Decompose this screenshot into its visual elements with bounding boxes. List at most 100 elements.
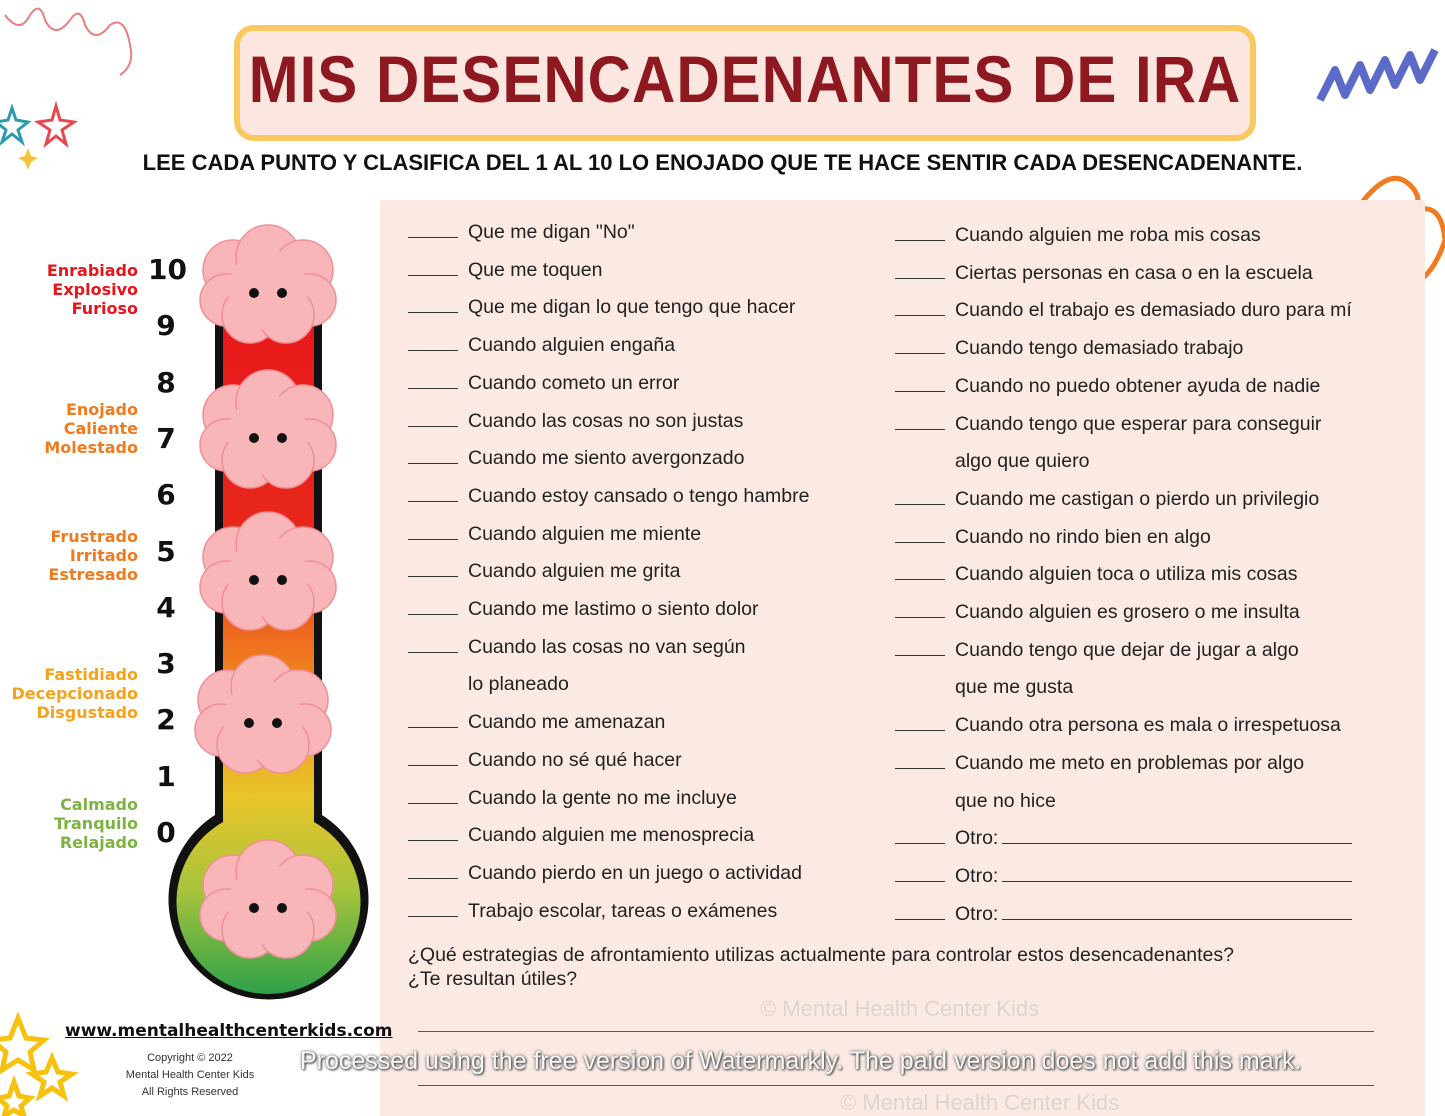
anger-thermometer <box>168 224 369 1000</box>
trigger-text-continuation: que me gusta <box>955 676 1074 699</box>
trigger-text: Ciertas personas en casa o en la escuela <box>955 261 1313 284</box>
other-input-line[interactable] <box>1002 843 1353 845</box>
feeling-group: Fastidiado Decepcionado Disgustado <box>11 665 138 722</box>
feeling-label: Enrabiado <box>46 261 138 280</box>
trigger-item: Cuando pierdo en un juego o actividad <box>408 862 802 885</box>
scale-number: 9 <box>156 309 176 343</box>
rating-blank[interactable] <box>408 237 458 238</box>
rating-blank[interactable] <box>408 651 458 653</box>
rating-blank[interactable] <box>408 614 458 615</box>
rating-blank[interactable] <box>408 425 458 427</box>
trigger-item: Otro: <box>895 864 1353 888</box>
trigger-text: Cuando me meto en problemas por algo <box>955 751 1305 774</box>
rating-blank[interactable] <box>895 654 945 656</box>
feeling-group: Enrabiado Explosivo Furioso <box>47 261 138 318</box>
trigger-item: Cuando no sé qué hacer <box>408 749 682 772</box>
rating-blank[interactable] <box>895 390 945 392</box>
feeling-label: Explosivo <box>52 280 138 299</box>
rating-blank[interactable] <box>895 918 945 920</box>
brain-character-icon <box>199 839 337 959</box>
trigger-item: Cuando alguien engaña <box>408 334 675 357</box>
trigger-text: Cuando tengo que esperar para conseguir <box>955 412 1322 435</box>
rating-blank[interactable] <box>408 538 458 540</box>
trigger-text: Otro: <box>955 902 999 925</box>
rating-blank[interactable] <box>895 503 945 505</box>
rating-blank[interactable] <box>408 463 458 465</box>
rating-blank[interactable] <box>408 727 458 729</box>
rating-blank[interactable] <box>895 579 945 581</box>
other-input-line[interactable] <box>1002 880 1353 882</box>
rating-blank[interactable] <box>895 240 945 241</box>
rating-blank[interactable] <box>408 274 458 276</box>
trigger-text-continuation: lo planeado <box>468 673 569 696</box>
answer-line[interactable] <box>418 1085 1374 1086</box>
rating-blank[interactable] <box>895 277 945 279</box>
rating-blank[interactable] <box>408 915 458 917</box>
trigger-item: Cuando no puedo obtener ayuda de nadie <box>895 375 1320 398</box>
rating-blank[interactable] <box>895 428 945 430</box>
scale-number: 0 <box>156 816 176 849</box>
rating-blank[interactable] <box>408 576 458 578</box>
other-input-line[interactable] <box>1002 918 1353 920</box>
trigger-text: Cuando cometo un error <box>468 371 680 394</box>
star-icon <box>33 100 79 149</box>
brain-character-icon <box>199 511 337 631</box>
triggers-panel <box>380 200 1425 1116</box>
trigger-text: Cuando alguien me roba mis cosas <box>955 224 1261 246</box>
rating-blank[interactable] <box>408 840 458 842</box>
rating-blank[interactable] <box>895 843 945 845</box>
rating-blank[interactable] <box>408 764 458 766</box>
trigger-text: Cuando las cosas no van según <box>468 635 746 658</box>
trigger-text: Cuando me castigan o pierdo un privilegi… <box>955 487 1320 510</box>
feeling-label: Calmado <box>60 795 138 814</box>
trigger-text: Cuando el trabajo es demasiado duro para… <box>955 299 1352 322</box>
trigger-item: Otro: <box>895 902 1353 926</box>
rating-blank[interactable] <box>895 730 945 732</box>
website-link[interactable]: www.mentalhealthcenterkids.com <box>65 1021 393 1041</box>
trigger-text: Que me digan lo que tengo que hacer <box>468 296 796 319</box>
trigger-item: Que me digan "No" <box>408 221 635 244</box>
trigger-item: Cuando tengo que esperar para conseguir <box>895 413 1321 436</box>
trigger-item: Cuando me siento avergonzado <box>408 447 744 470</box>
trigger-item: Cuando alguien toca o utiliza mis cosas <box>895 563 1298 586</box>
rating-blank[interactable] <box>408 500 458 502</box>
rating-blank[interactable] <box>895 541 945 543</box>
trigger-text: Cuando alguien me grita <box>468 560 681 583</box>
trigger-item: Cuando las cosas no son justas <box>408 410 743 433</box>
rating-blank[interactable] <box>408 387 458 389</box>
trigger-item: Cuando no rindo bien en algo <box>895 526 1211 549</box>
rating-blank[interactable] <box>895 353 945 355</box>
copyright: Copyright © 2022 <box>147 1052 233 1064</box>
rating-blank[interactable] <box>895 315 945 317</box>
feeling-label: Molestado <box>44 438 138 457</box>
trigger-text: Otro: <box>955 864 999 887</box>
feeling-group: Enojado Caliente Molestado <box>44 400 138 457</box>
trigger-text: Cuando no sé qué hacer <box>468 748 682 771</box>
rating-blank[interactable] <box>895 880 945 882</box>
feeling-label: Caliente <box>63 419 138 438</box>
feeling-label: Enojado <box>65 400 138 419</box>
brain-character-icon <box>199 224 337 344</box>
trigger-text: Cuando estoy cansado o tengo hambre <box>468 484 810 507</box>
trigger-item: Cuando alguien me roba mis cosas <box>895 224 1261 247</box>
feeling-label: Decepcionado <box>11 684 138 703</box>
watermarkly-notice: Processed using the free version of Wate… <box>300 1047 1302 1075</box>
rating-blank[interactable] <box>408 877 458 879</box>
feeling-label: Fastidiado <box>44 665 138 684</box>
scale-number: 3 <box>156 647 176 681</box>
rating-blank[interactable] <box>408 350 458 352</box>
answer-line[interactable] <box>418 1031 1374 1032</box>
feeling-label: Furioso <box>71 299 138 318</box>
trigger-item: Que me toquen <box>408 259 602 282</box>
company: Mental Health Center Kids <box>125 1069 255 1081</box>
feeling-group: Frustrado Irritado Estresado <box>48 527 138 584</box>
rating-blank[interactable] <box>408 312 458 314</box>
feeling-label: Relajado <box>59 833 138 852</box>
watermark-text: © Mental Health Center Kids <box>840 1090 1120 1115</box>
rating-blank[interactable] <box>895 617 945 618</box>
trigger-text: Cuando alguien me miente <box>468 522 702 545</box>
rating-blank[interactable] <box>895 767 945 769</box>
rating-blank[interactable] <box>408 802 458 804</box>
question-line-2: ¿Te resultan útiles? <box>408 968 578 990</box>
trigger-text: Cuando pierdo en un juego o actividad <box>468 861 802 884</box>
